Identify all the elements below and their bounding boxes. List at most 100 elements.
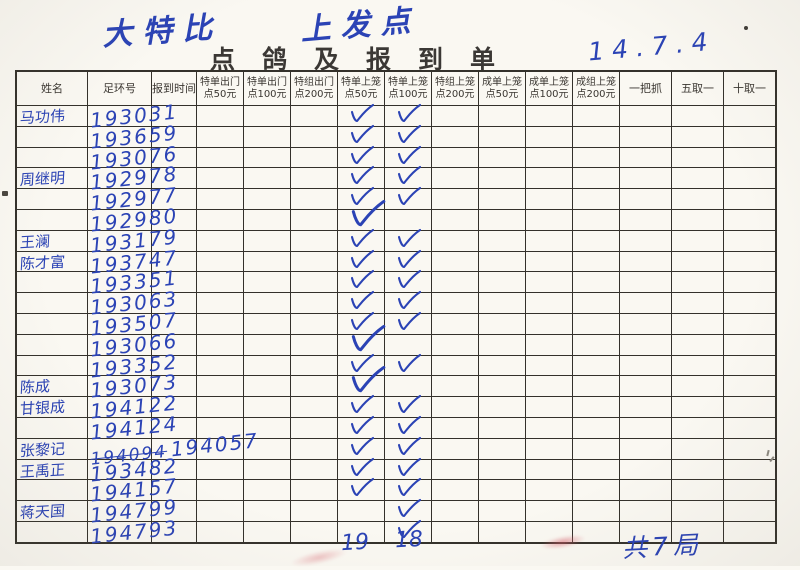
fee-cell-tedan-cage-100 [384,519,431,542]
fee-cell [478,126,525,147]
fee-cell [525,334,572,355]
name-cell: 陈成 [17,376,87,398]
table-row: 周继明 192978 [17,162,775,195]
checkin-time-cell [151,417,196,438]
fee-cell [572,251,619,272]
checkmark-icon [349,124,375,146]
header-cell: 十取一 [723,72,775,105]
fee-cell [243,459,290,480]
fee-cell-tedan-cage-50 [337,166,384,189]
fee-cell [196,397,243,417]
fee-cell [290,355,337,376]
fee-cell [243,147,290,168]
fee-cell [478,272,525,293]
checkmark-icon [349,477,375,499]
checkmark-icon [349,323,387,355]
fee-cell [525,355,572,376]
fee-cell [671,376,723,397]
fee-cell [723,521,775,542]
checkmark-counts: 19 18 [340,527,423,556]
name-cell: 蒋天国 [17,501,87,522]
fee-cell [243,521,290,542]
header-cell: 特单出门 点50元 [196,72,243,105]
fee-cell [525,189,572,209]
fee-cell-tedan-cage-100 [384,186,431,209]
checkmark-icon [396,436,422,458]
fee-cell [619,293,671,313]
fee-cell [723,480,775,501]
checkin-time-cell [151,355,196,376]
fee-cell [478,293,525,313]
checkmark-icon [396,457,422,479]
fee-cell-tedan-cage-100 [384,415,431,438]
fee-cell [431,293,478,313]
checkmark-icon [396,519,422,541]
fee-cell [572,438,619,459]
fee-cell [525,480,572,501]
fee-cell [525,376,572,397]
fee-cell [290,293,337,313]
fee-cell [243,480,290,501]
fee-cell [619,480,671,501]
fee-cell [525,459,572,480]
fee-cell [723,376,775,397]
fee-cell [290,147,337,168]
checkmark-icon [396,394,422,416]
table-row: 193076 [17,141,775,174]
fee-cell [619,459,671,480]
fee-cell [290,168,337,189]
checkin-time-cell [151,106,196,126]
fee-cell [671,417,723,438]
fee-cell [478,147,525,168]
fee-cell [619,376,671,397]
fee-cell [619,209,671,230]
fee-cell [431,168,478,189]
name-cell [17,335,87,355]
fee-cell [525,438,572,459]
fee-cell [723,417,775,438]
handwritten-name: 周继明 [19,169,66,190]
checkmark-count-50: 19 [340,529,370,557]
header-cell: 特单上笼 点50元 [337,72,384,105]
header-cell: 特组出门 点200元 [290,72,337,105]
fee-cell [196,168,243,189]
checkmark-icon [396,186,422,208]
fee-cell-tedan-cage-100 [384,394,431,417]
ring-cell: 193179 [87,224,179,257]
table-row: 194124 [17,411,775,445]
fee-cell [431,480,478,501]
fee-cell [243,106,290,126]
table-row: 王禹正 193482 [17,453,775,486]
fee-cell [243,355,290,376]
fee-cell [619,230,671,251]
fee-cell [196,251,243,272]
checkmark-icon [349,365,387,397]
header-cell: 成单上笼 点50元 [478,72,525,105]
fee-cell [290,397,337,417]
fee-cell-tedan-cage-50 [337,103,384,126]
handwriting-top-left: 大特比 [101,9,224,54]
fee-cell [478,334,525,355]
fee-cell [243,376,290,397]
fee-cell [243,438,290,459]
fee-cell [572,355,619,376]
fee-cell [196,106,243,126]
fee-cell [196,501,243,521]
fee-cell [572,168,619,189]
name-cell: 陈才富 [17,252,87,272]
header-line1: 报到时间 [152,81,196,95]
fee-cell [290,126,337,147]
fee-cell [671,209,723,230]
fee-cell-tedan-cage-100 [384,291,431,313]
table-row: 194793 [17,515,775,548]
fee-cell [525,417,572,438]
fee-cell [671,272,723,293]
checkmark-icon [396,249,422,271]
ring-cell: 193073 [87,370,179,403]
checkin-time-cell [151,438,196,459]
header-line1: 特单出门 [247,76,287,88]
fee-cell [572,189,619,209]
table-row: 蒋天国 194799 [17,495,775,528]
fee-cell [671,355,723,376]
fee-cell [671,438,723,459]
